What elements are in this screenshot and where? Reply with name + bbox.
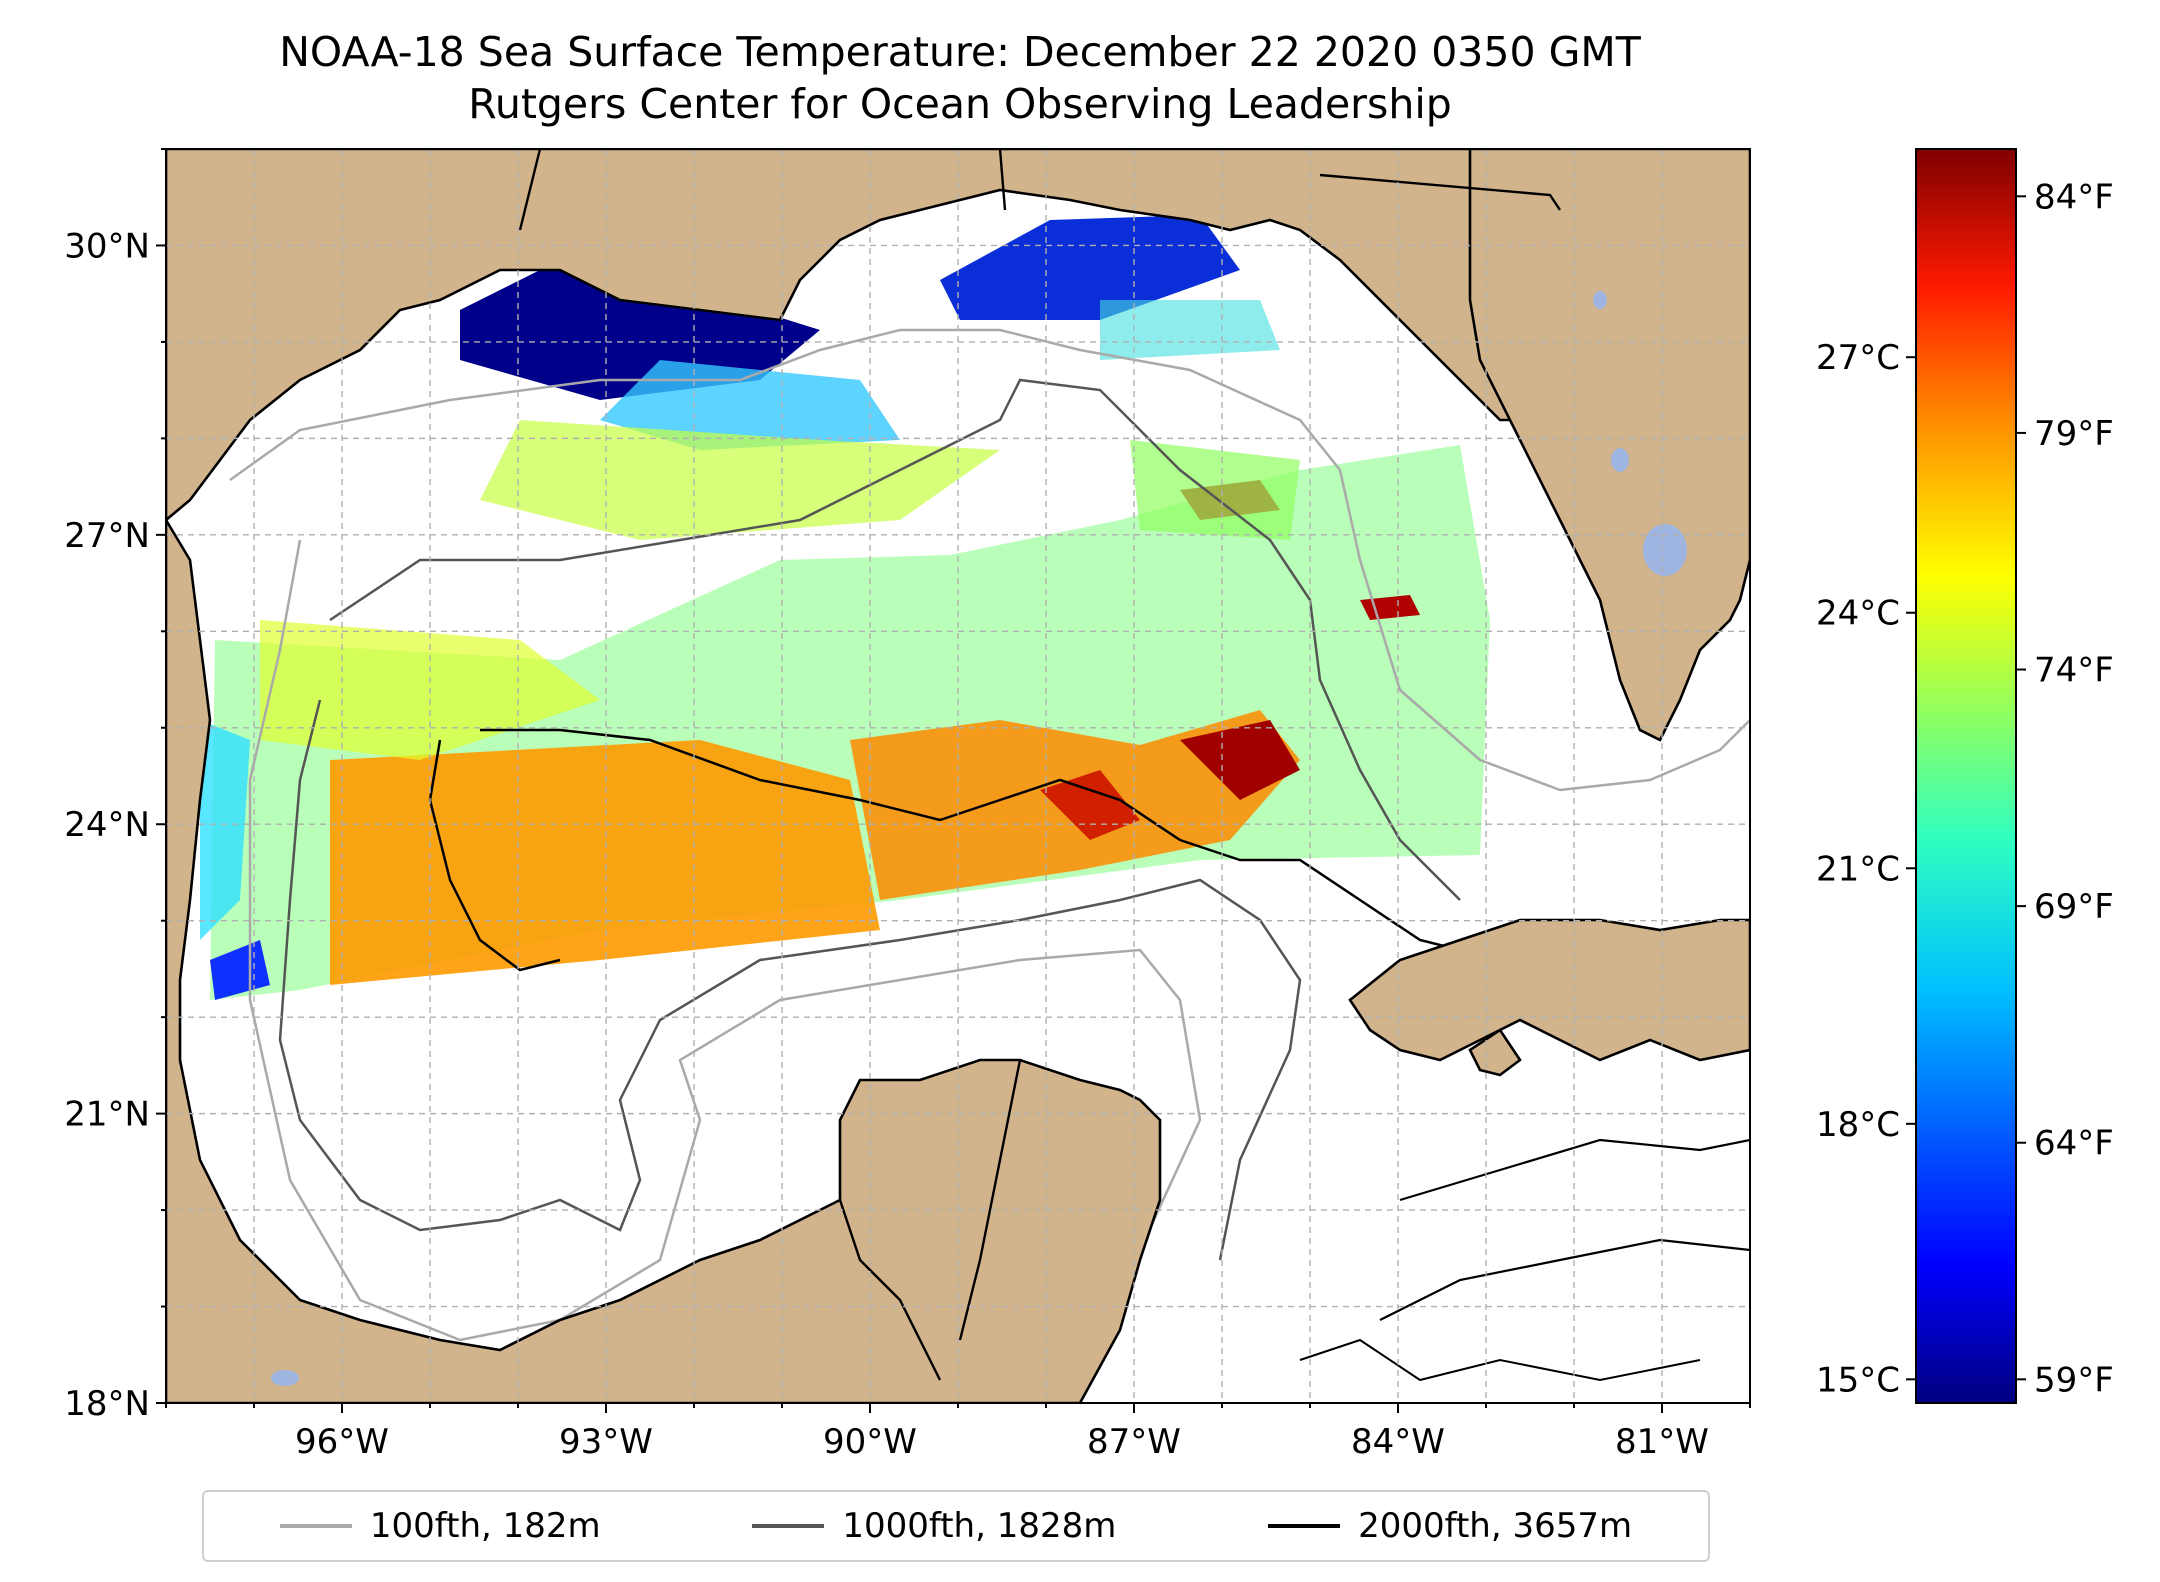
depth-contours [229,328,1750,1382]
colorbar-celsius-axis: 15°C 18°C 21°C 24°C 27°C [1816,338,1916,1400]
lon-tick-label: 81°W [1615,1422,1709,1462]
fahrenheit-tick-label: 79°F [2034,414,2114,454]
lat-tick-label: 24°N [64,805,150,845]
legend-line-100fth [279,1524,352,1528]
map-panel [166,149,1750,1403]
lat-tick-label: 30°N [64,226,150,266]
lat-tick-label: 27°N [64,516,150,556]
legend-entry-100fth: 100fth, 182m [279,1506,601,1546]
depth-legend: 100fth, 182m 1000fth, 1828m 2000fth, 365… [202,1490,1710,1562]
legend-label-1000fth: 1000fth, 1828m [842,1506,1117,1546]
celsius-tick-label: 24°C [1816,594,1900,634]
legend-line-1000fth [752,1524,825,1528]
celsius-tick-label: 21°C [1816,849,1900,889]
fahrenheit-tick-label: 74°F [2034,651,2114,691]
colorbar-fahrenheit-axis: 59°F 64°F 69°F 74°F 79°F 84°F [2016,177,2114,1400]
fahrenheit-tick-label: 84°F [2034,177,2114,217]
longitude-axis: 96°W 93°W 90°W 87°W 84°W 81°W [165,1403,1751,1462]
lon-tick-label: 93°W [559,1422,653,1462]
celsius-tick-label: 18°C [1816,1105,1900,1145]
lat-tick-label: 18°N [64,1384,150,1424]
gridlines [166,149,1750,1403]
fahrenheit-tick-label: 64°F [2034,1124,2114,1164]
colorbar [1915,148,2017,1404]
lon-tick-label: 87°W [1087,1422,1181,1462]
fahrenheit-tick-label: 59°F [2034,1360,2114,1400]
celsius-tick-label: 27°C [1816,338,1900,378]
borders [518,149,1561,1381]
legend-line-2000fth [1268,1524,1341,1528]
latitude-axis: 18°N 21°N 24°N 27°N 30°N [64,148,166,1424]
celsius-tick-label: 15°C [1816,1360,1900,1400]
legend-label-2000fth: 2000fth, 3657m [1358,1506,1633,1546]
land [166,149,1750,1403]
lon-tick-label: 84°W [1351,1422,1445,1462]
legend-label-100fth: 100fth, 182m [369,1506,601,1546]
lon-tick-label: 96°W [295,1422,389,1462]
lat-tick-label: 21°N [64,1095,150,1135]
fahrenheit-tick-label: 69°F [2034,887,2114,927]
lon-tick-label: 90°W [823,1422,917,1462]
legend-entry-2000fth: 2000fth, 3657m [1268,1506,1632,1546]
legend-entry-1000fth: 1000fth, 1828m [752,1506,1116,1546]
chart-title: NOAA-18 Sea Surface Temperature: Decembe… [279,28,1641,76]
chart-subtitle: Rutgers Center for Ocean Observing Leade… [468,80,1452,128]
inland-water [271,291,1687,1386]
